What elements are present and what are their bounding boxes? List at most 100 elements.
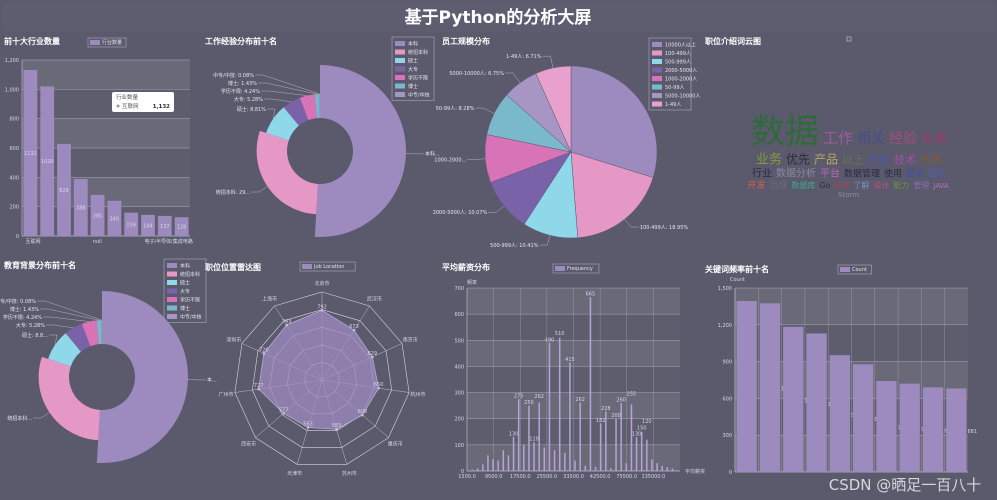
legend-item[interactable]: 学历不限 xyxy=(395,75,428,82)
bar[interactable] xyxy=(23,69,38,237)
bar[interactable] xyxy=(538,402,540,471)
bar[interactable] xyxy=(574,460,576,471)
radar-area[interactable] xyxy=(258,309,380,430)
legend-item[interactable]: 博士 xyxy=(167,305,190,312)
bar[interactable] xyxy=(174,217,189,236)
bar[interactable] xyxy=(528,405,530,471)
bar[interactable] xyxy=(497,460,499,471)
bar[interactable] xyxy=(829,355,850,472)
pie-slice[interactable] xyxy=(283,97,309,126)
legend-item[interactable]: 100-499人 xyxy=(652,50,691,58)
bar[interactable] xyxy=(512,437,515,471)
bar[interactable] xyxy=(476,468,479,471)
legend-item[interactable]: 中专/中技 xyxy=(395,92,430,99)
legend-item[interactable]: 2000-5000人 xyxy=(652,67,697,75)
pie-slice[interactable] xyxy=(314,65,406,237)
bar[interactable] xyxy=(471,469,474,471)
legend-item[interactable]: 1-49人 xyxy=(652,101,681,109)
legend-item[interactable]: 50-99人 xyxy=(652,84,685,92)
legend-item[interactable]: 硕士 xyxy=(167,280,190,287)
bar[interactable] xyxy=(564,452,566,471)
pie-slice[interactable] xyxy=(314,94,320,119)
bar[interactable] xyxy=(569,362,571,471)
bar[interactable] xyxy=(640,431,643,471)
bar[interactable] xyxy=(558,337,561,471)
legend[interactable]: 10000人以上 100-499人 500-999人 2000-5000人 1000-2… xyxy=(648,37,700,111)
bar[interactable] xyxy=(806,333,827,472)
bar[interactable] xyxy=(502,450,505,471)
radar-point[interactable] xyxy=(285,323,288,327)
radar-point[interactable] xyxy=(377,386,380,390)
bar[interactable] xyxy=(899,383,920,472)
bar[interactable] xyxy=(553,450,556,471)
pie-slice[interactable] xyxy=(570,65,658,178)
radar-point[interactable] xyxy=(282,411,285,415)
bar[interactable] xyxy=(671,468,674,471)
bar[interactable] xyxy=(661,465,663,471)
bar[interactable] xyxy=(625,463,628,471)
pie-slice[interactable] xyxy=(299,94,317,121)
bar[interactable] xyxy=(922,387,944,472)
legend[interactable]: Job Location xyxy=(299,261,356,272)
radar-point[interactable] xyxy=(306,426,310,429)
radar-point[interactable] xyxy=(257,387,260,391)
bar[interactable] xyxy=(543,447,546,471)
bar[interactable] xyxy=(492,459,494,471)
legend[interactable]: 行业数量 xyxy=(87,37,127,48)
bar[interactable] xyxy=(141,214,155,236)
legend-item[interactable]: 统招本科 xyxy=(395,49,428,56)
legend-item[interactable]: 5000-10000人 xyxy=(652,93,700,100)
bar[interactable] xyxy=(651,459,653,471)
bar[interactable] xyxy=(73,179,88,236)
toolbox-icon[interactable] xyxy=(846,36,852,42)
bar[interactable] xyxy=(630,404,633,471)
radar-point[interactable] xyxy=(371,355,374,359)
pie-slice[interactable] xyxy=(81,320,99,347)
bar[interactable] xyxy=(946,388,967,472)
legend-item[interactable]: 10000人以上 xyxy=(652,42,696,49)
bar[interactable] xyxy=(620,403,622,471)
pie-slice[interactable] xyxy=(266,107,299,141)
bar[interactable] xyxy=(579,402,581,471)
bar[interactable] xyxy=(646,439,648,471)
bar[interactable] xyxy=(157,215,172,236)
bar[interactable] xyxy=(736,301,757,472)
radar-point[interactable] xyxy=(335,427,338,431)
bar[interactable] xyxy=(507,455,510,471)
bar[interactable] xyxy=(666,467,669,471)
legend[interactable]: Count xyxy=(837,264,872,275)
bar[interactable] xyxy=(615,418,617,471)
radar-point[interactable] xyxy=(262,352,266,355)
bar[interactable] xyxy=(523,444,525,471)
bar[interactable] xyxy=(584,465,587,471)
bar[interactable] xyxy=(124,212,139,236)
bar[interactable] xyxy=(589,297,592,471)
radar-point[interactable] xyxy=(352,328,356,332)
pie-slice[interactable] xyxy=(256,130,319,215)
legend-item[interactable]: 博士 xyxy=(395,83,418,90)
bar[interactable] xyxy=(594,467,597,471)
bar[interactable] xyxy=(605,411,607,471)
pie-slice[interactable] xyxy=(96,320,102,345)
radar-point[interactable] xyxy=(361,413,364,417)
pie-slice[interactable] xyxy=(65,323,91,352)
radar-point[interactable] xyxy=(320,309,324,312)
pie-slice[interactable] xyxy=(96,291,189,463)
legend[interactable]: Frequency xyxy=(552,263,600,274)
bar[interactable] xyxy=(759,303,781,472)
bar[interactable] xyxy=(487,455,489,471)
bar[interactable] xyxy=(533,442,535,471)
bar[interactable] xyxy=(656,463,658,471)
pie-slice[interactable] xyxy=(48,333,81,367)
bar[interactable] xyxy=(90,194,105,236)
pie-slice[interactable] xyxy=(535,65,572,153)
bar[interactable] xyxy=(783,326,804,472)
bar[interactable] xyxy=(107,200,122,236)
legend-item[interactable]: 500-999人 xyxy=(652,59,691,66)
legend-item[interactable]: 本科 xyxy=(395,41,418,48)
bar[interactable] xyxy=(517,399,520,471)
legend-item[interactable]: 大专 xyxy=(395,66,418,73)
legend-item[interactable]: 学历不限 xyxy=(167,297,200,304)
legend-item[interactable]: 中专/中技 xyxy=(167,314,202,321)
